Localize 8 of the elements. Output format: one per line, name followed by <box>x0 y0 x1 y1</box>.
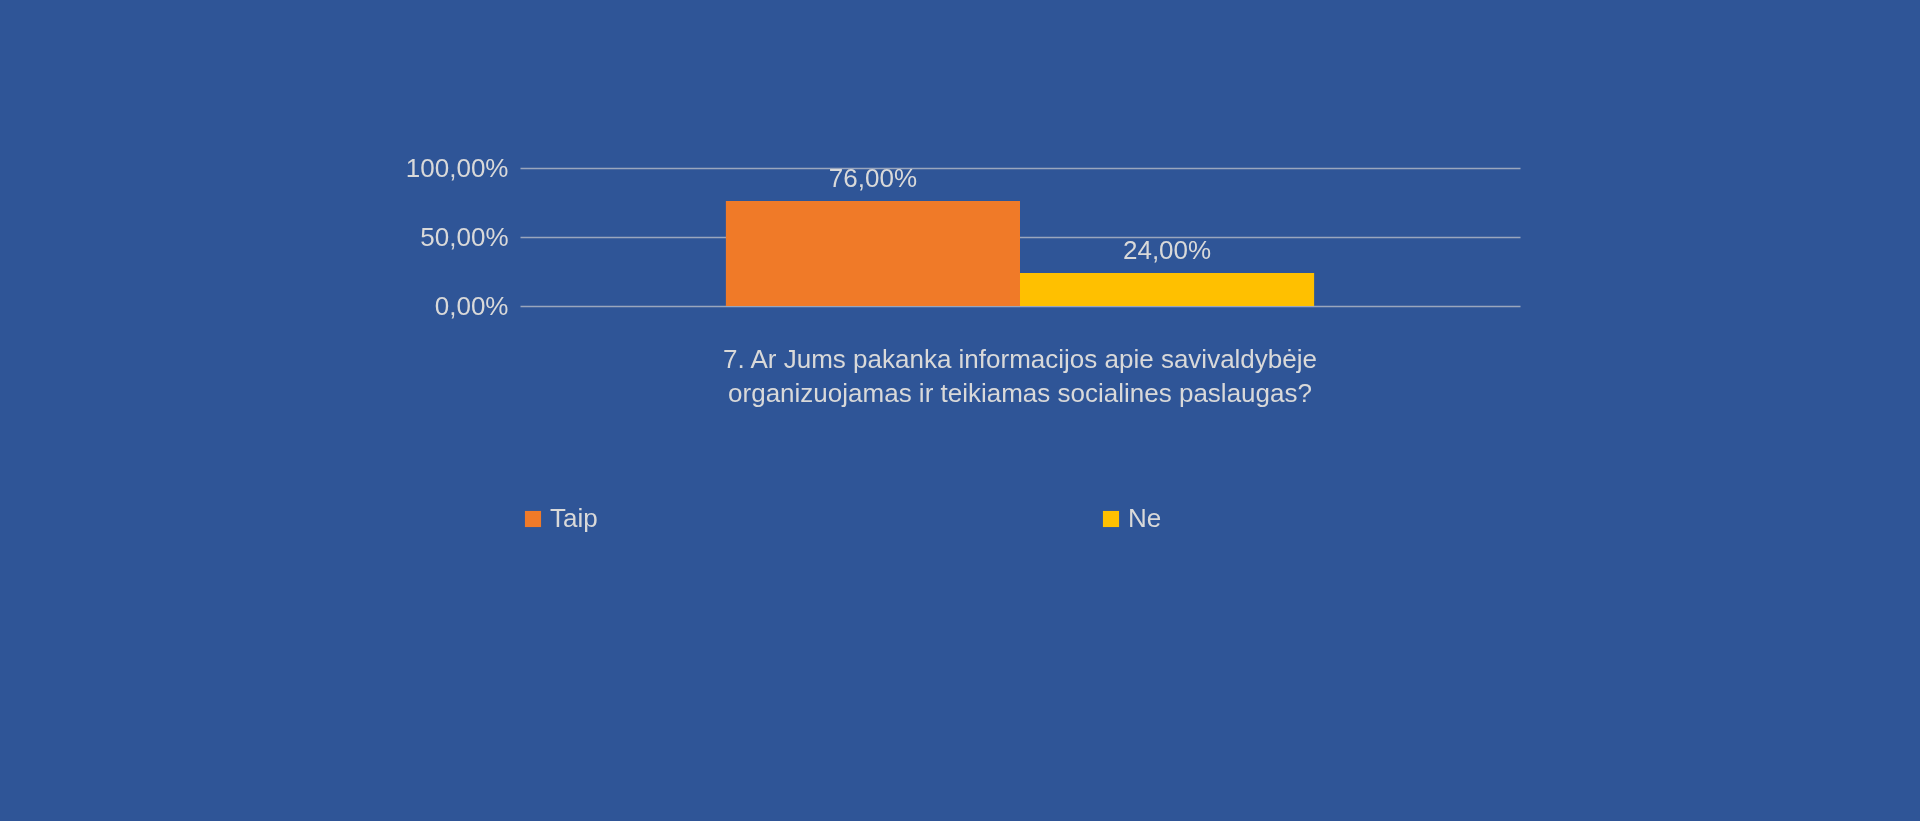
x-tick-label: 7. Ar Jums pakanka informacijos apie savivaldybėje organizuojamas ir teikiamas socialines paslaugas? <box>723 343 1317 408</box>
data-label: 76,00% <box>828 163 918 194</box>
y-tick-label: 0,00% <box>434 290 509 321</box>
y-tick-label: 50,00% <box>420 221 509 252</box>
data-label: 24,00% <box>1122 234 1212 265</box>
legend-label: Taip <box>550 503 598 533</box>
legend-label: Ne <box>1128 503 1162 533</box>
y-tick-label: 100,00% <box>405 152 509 183</box>
